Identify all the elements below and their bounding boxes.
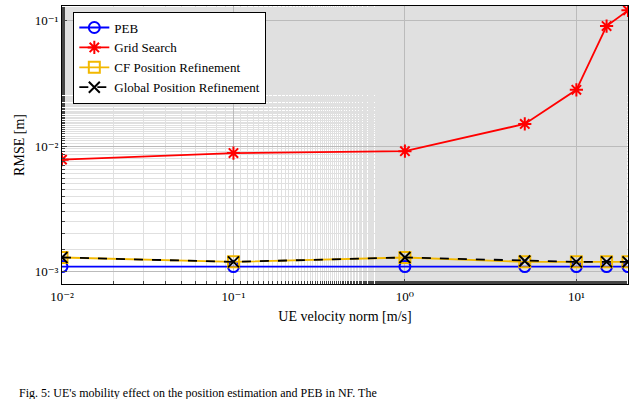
svg-text:UE velocity norm [m/s]: UE velocity norm [m/s] — [278, 309, 411, 324]
svg-text:RMSE [m]: RMSE [m] — [12, 114, 27, 176]
svg-text:10⁻¹: 10⁻¹ — [222, 289, 246, 304]
svg-text:PEB: PEB — [114, 21, 138, 36]
svg-text:Fig. 5: UE's mobility effect o: Fig. 5: UE's mobility effect on the posi… — [19, 386, 377, 399]
svg-text:10⁻¹: 10⁻¹ — [35, 13, 59, 28]
svg-text:Global Position Refinement: Global Position Refinement — [114, 80, 260, 95]
svg-text:Grid Search: Grid Search — [114, 40, 177, 55]
svg-text:10⁻²: 10⁻² — [35, 139, 59, 154]
svg-text:CF Position Refinement: CF Position Refinement — [114, 60, 240, 75]
svg-text:10⁻²: 10⁻² — [50, 289, 74, 304]
svg-text:10⁰: 10⁰ — [396, 289, 414, 304]
svg-text:10¹: 10¹ — [568, 289, 585, 304]
svg-text:10⁻³: 10⁻³ — [35, 264, 59, 279]
